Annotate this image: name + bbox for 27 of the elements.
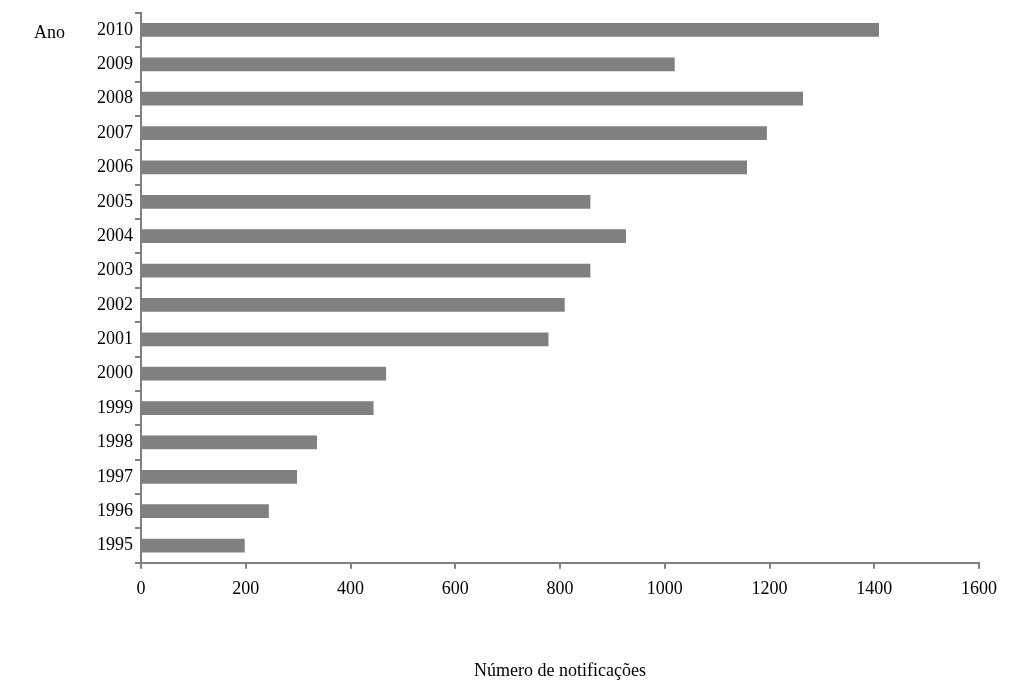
- y-tick-label: 2002: [97, 293, 133, 314]
- y-tick-label: 2008: [97, 87, 133, 108]
- y-tick-label: 2000: [97, 362, 133, 383]
- y-tick-label: 1998: [97, 431, 133, 452]
- y-tick-label: 2009: [97, 53, 133, 74]
- y-tick-label: 2001: [97, 328, 133, 349]
- y-tick-label: 1997: [97, 465, 133, 486]
- x-tick-label: 1400: [856, 578, 893, 599]
- y-tick-label: 2007: [97, 121, 133, 142]
- x-tick-label: 200: [232, 578, 260, 599]
- y-tick-label: 2010: [97, 18, 133, 39]
- y-tick-label: 2005: [97, 190, 133, 211]
- x-tick-label: 1200: [751, 578, 788, 599]
- x-tick-label: 1000: [646, 578, 683, 599]
- x-axis-title: Número de notificações: [474, 659, 646, 680]
- x-tick-label: 1600: [961, 578, 997, 599]
- x-tick-label: 400: [337, 578, 364, 599]
- y-tick-label: 2004: [97, 224, 133, 245]
- y-tick-label: 2003: [97, 259, 133, 280]
- y-tick-label: 1999: [97, 396, 133, 417]
- y-tick-label: 1995: [97, 534, 133, 555]
- y-tick-label: 1996: [97, 499, 133, 520]
- x-tick-label: 800: [546, 578, 574, 599]
- y-axis-title: Ano: [34, 22, 65, 43]
- x-tick-label: 0: [136, 578, 146, 599]
- x-tick-label: 600: [441, 578, 469, 599]
- y-tick-label: 2006: [97, 156, 133, 177]
